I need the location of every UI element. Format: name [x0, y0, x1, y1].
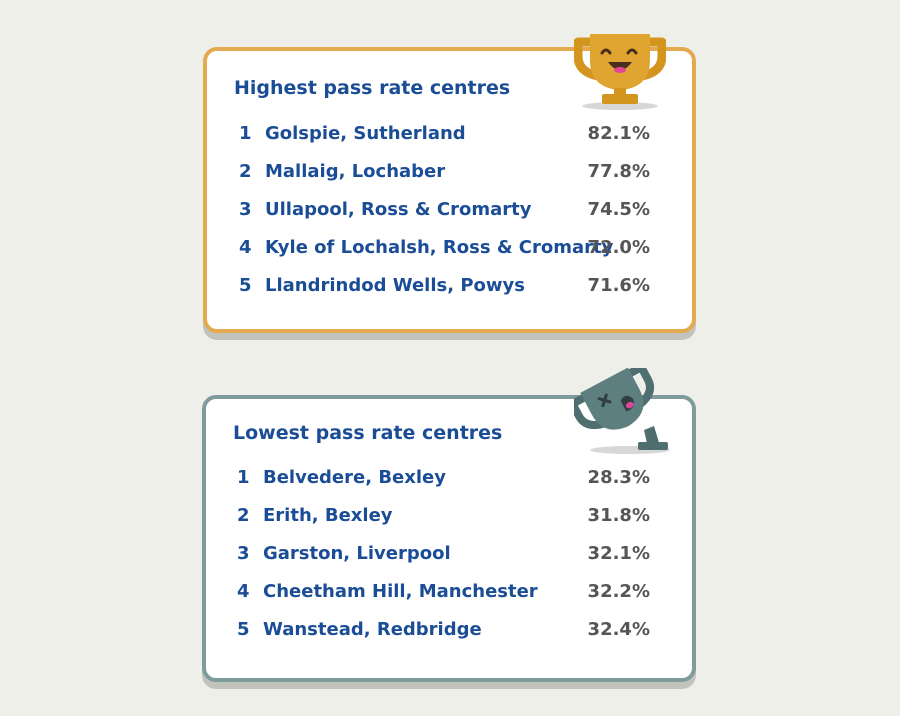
centre-name: Belvedere, Bexley: [263, 467, 446, 488]
rank-number: 4: [239, 237, 252, 258]
list-item: 2 Erith, Bexley 31.8%: [206, 499, 692, 537]
centre-name: Golspie, Sutherland: [265, 123, 466, 144]
list-item: 3 Garston, Liverpool 32.1%: [206, 537, 692, 575]
centre-name: Llandrindod Wells, Powys: [265, 275, 525, 296]
list-item: 1 Belvedere, Bexley 28.3%: [206, 461, 692, 499]
centre-name: Cheetham Hill, Manchester: [263, 581, 538, 602]
happy-trophy-icon: [574, 34, 666, 110]
list-item: 1 Golspie, Sutherland 82.1%: [207, 117, 692, 155]
centre-name: Mallaig, Lochaber: [265, 161, 446, 182]
knocked-over-trophy-icon: [574, 368, 670, 454]
highest-card-title: Highest pass rate centres: [234, 77, 511, 99]
list-item: 4 Cheetham Hill, Manchester 32.2%: [206, 575, 692, 613]
pass-rate: 71.6%: [587, 275, 650, 296]
rank-number: 1: [239, 123, 252, 144]
list-item: 5 Wanstead, Redbridge 32.4%: [206, 613, 692, 651]
rank-number: 2: [237, 505, 250, 526]
rank-number: 5: [237, 619, 250, 640]
pass-rate: 32.2%: [587, 581, 650, 602]
pass-rate: 72.0%: [587, 237, 650, 258]
rank-number: 5: [239, 275, 252, 296]
rank-number: 4: [237, 581, 250, 602]
rank-number: 1: [237, 467, 250, 488]
rank-number: 3: [237, 543, 250, 564]
list-item: 5 Llandrindod Wells, Powys 71.6%: [207, 269, 692, 307]
pass-rate: 77.8%: [587, 161, 650, 182]
centre-name: Kyle of Lochalsh, Ross & Cromarty: [265, 237, 614, 258]
pass-rate: 31.8%: [587, 505, 650, 526]
rank-number: 3: [239, 199, 252, 220]
list-item: 4 Kyle of Lochalsh, Ross & Cromarty 72.0…: [207, 231, 692, 269]
centre-name: Wanstead, Redbridge: [263, 619, 482, 640]
pass-rate: 82.1%: [587, 123, 650, 144]
centre-name: Garston, Liverpool: [263, 543, 451, 564]
pass-rate: 32.4%: [587, 619, 650, 640]
centre-name: Ullapool, Ross & Cromarty: [265, 199, 532, 220]
pass-rate: 74.5%: [587, 199, 650, 220]
pass-rate: 32.1%: [587, 543, 650, 564]
lowest-card-title: Lowest pass rate centres: [233, 422, 503, 444]
highest-list: 1 Golspie, Sutherland 82.1% 2 Mallaig, L…: [207, 117, 692, 307]
list-item: 2 Mallaig, Lochaber 77.8%: [207, 155, 692, 193]
list-item: 3 Ullapool, Ross & Cromarty 74.5%: [207, 193, 692, 231]
rank-number: 2: [239, 161, 252, 182]
lowest-list: 1 Belvedere, Bexley 28.3% 2 Erith, Bexle…: [206, 461, 692, 651]
centre-name: Erith, Bexley: [263, 505, 393, 526]
pass-rate: 28.3%: [587, 467, 650, 488]
lowest-pass-rate-card: Lowest pass rate centres 1 Belvedere, Be…: [202, 395, 696, 682]
